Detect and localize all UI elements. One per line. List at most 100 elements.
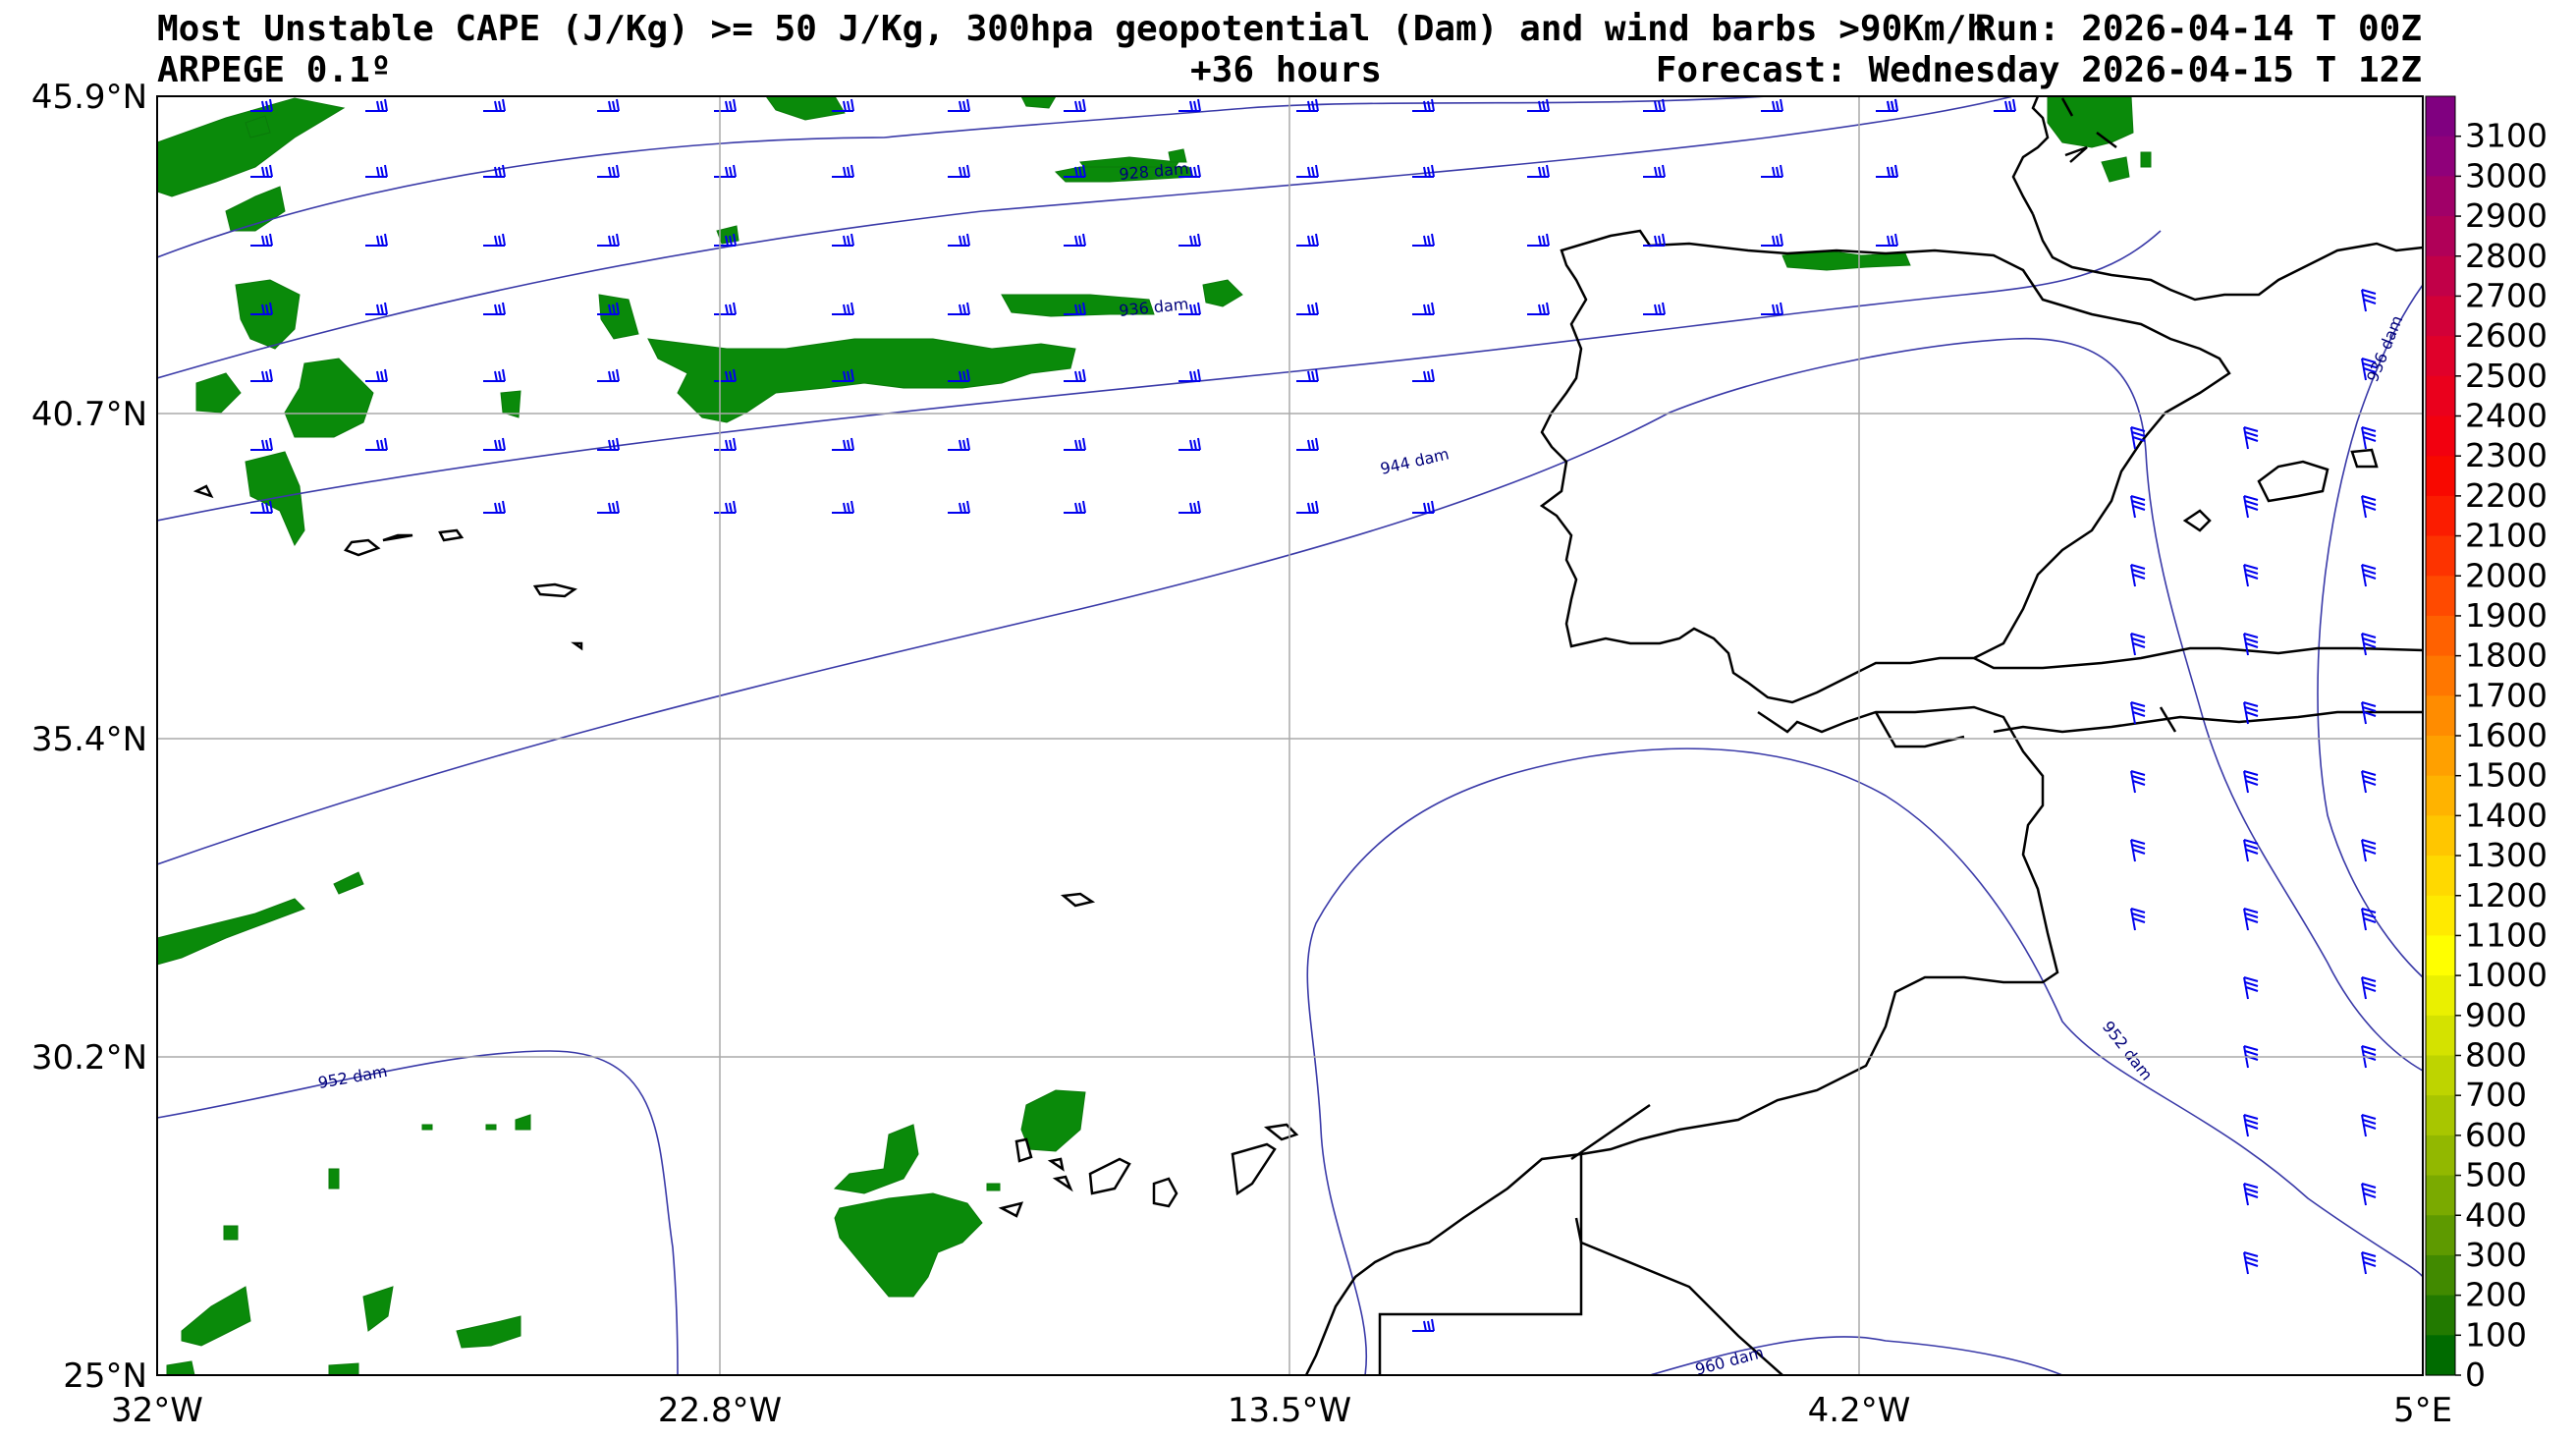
wind-barb bbox=[1643, 98, 1666, 112]
wind-barb bbox=[483, 368, 506, 382]
colorbar-label: 600 bbox=[2465, 1116, 2527, 1154]
wind-barb bbox=[250, 233, 273, 247]
colorbar-swatch bbox=[2426, 1095, 2455, 1136]
wind-barb bbox=[832, 302, 854, 315]
wind-barb bbox=[1643, 302, 1666, 315]
wind-barb bbox=[948, 368, 970, 382]
lon-tick-label: 5°E bbox=[2393, 1391, 2452, 1430]
wind-barb bbox=[1643, 233, 1666, 247]
wind-barb bbox=[597, 368, 620, 382]
map-title: Most Unstable CAPE (J/Kg) >= 50 J/Kg, 30… bbox=[157, 9, 1988, 49]
wind-barb bbox=[483, 500, 506, 514]
wind-barb bbox=[597, 98, 620, 112]
wind-barb bbox=[1876, 164, 1898, 178]
wind-barb bbox=[2130, 495, 2146, 519]
wind-barb bbox=[2130, 839, 2146, 862]
colorbar-swatch bbox=[2426, 535, 2455, 577]
lon-tick-label: 32°W bbox=[111, 1391, 203, 1430]
colorbar-label: 2500 bbox=[2465, 357, 2548, 395]
wind-barb bbox=[1064, 368, 1086, 382]
colorbar-swatch bbox=[2426, 815, 2455, 857]
colorbar-swatch bbox=[2426, 895, 2455, 937]
colorbar-swatch bbox=[2426, 136, 2455, 177]
wind-barb bbox=[2243, 495, 2259, 519]
colorbar-label: 200 bbox=[2465, 1276, 2527, 1314]
wind-barb bbox=[1527, 233, 1550, 247]
colorbar-label: 1000 bbox=[2465, 956, 2548, 994]
wind-barb bbox=[365, 164, 388, 178]
wind-barb bbox=[1527, 302, 1550, 315]
wind-barb bbox=[250, 500, 273, 514]
colorbar-label: 0 bbox=[2465, 1356, 2486, 1394]
wind-barb bbox=[714, 500, 737, 514]
colorbar-label: 1900 bbox=[2465, 596, 2548, 635]
wind-barb bbox=[2243, 976, 2259, 1000]
colorbar-label: 500 bbox=[2465, 1156, 2527, 1194]
wind-barb bbox=[1412, 164, 1435, 178]
wind-barb bbox=[1876, 233, 1898, 247]
colorbar-swatch bbox=[2426, 775, 2455, 816]
wind-barb bbox=[1527, 98, 1550, 112]
colorbar-label: 3000 bbox=[2465, 156, 2548, 194]
wind-barb bbox=[597, 164, 620, 178]
wind-barb bbox=[2361, 976, 2377, 1000]
wind-barb bbox=[1527, 164, 1550, 178]
wind-barb bbox=[2243, 1251, 2259, 1275]
wind-barb bbox=[2243, 633, 2259, 656]
wind-barb bbox=[2243, 839, 2259, 862]
colorbar-swatch bbox=[2426, 176, 2455, 217]
wind-barb bbox=[1412, 98, 1435, 112]
wind-barb bbox=[483, 164, 506, 178]
colorbar-swatch bbox=[2426, 1254, 2455, 1297]
wind-barb bbox=[2130, 770, 2146, 794]
wind-barb bbox=[2243, 1183, 2259, 1206]
wind-barb bbox=[1296, 233, 1319, 247]
wind-barb bbox=[1178, 233, 1201, 247]
colorbar-label: 300 bbox=[2465, 1236, 2527, 1274]
colorbar-swatch bbox=[2426, 375, 2455, 417]
colorbar-swatch bbox=[2426, 216, 2455, 257]
wind-barbs bbox=[250, 98, 2377, 1332]
wind-barb bbox=[2361, 908, 2377, 931]
wind-barb bbox=[1412, 233, 1435, 247]
grid bbox=[157, 96, 2423, 1375]
wind-barb bbox=[2243, 770, 2259, 794]
wind-barb bbox=[2361, 770, 2377, 794]
wind-barb bbox=[1178, 368, 1201, 382]
wind-barb bbox=[1178, 98, 1201, 112]
colorbar-label: 1100 bbox=[2465, 915, 2548, 954]
colorbar-swatch bbox=[2426, 975, 2455, 1017]
wind-barb bbox=[1296, 437, 1319, 451]
wind-barb bbox=[832, 437, 854, 451]
wind-barb bbox=[1064, 98, 1086, 112]
colorbar-swatch bbox=[2426, 1215, 2455, 1256]
colorbar-label: 100 bbox=[2465, 1315, 2527, 1354]
wind-barb bbox=[1412, 368, 1435, 382]
coastlines bbox=[192, 96, 2423, 1375]
colorbar-swatch bbox=[2426, 415, 2455, 457]
lat-tick-label: 45.9°N bbox=[31, 78, 147, 117]
wind-barb bbox=[2130, 908, 2146, 931]
wind-barb bbox=[1178, 302, 1201, 315]
lead-time: +36 hours bbox=[1190, 50, 1383, 90]
lon-tick-label: 4.2°W bbox=[1808, 1391, 1911, 1430]
wind-barb bbox=[714, 437, 737, 451]
colorbar-swatch bbox=[2426, 576, 2455, 617]
wind-barb bbox=[1761, 98, 1783, 112]
wind-barb bbox=[250, 302, 273, 315]
colorbar-label: 2300 bbox=[2465, 436, 2548, 474]
wind-barb bbox=[2361, 495, 2377, 519]
colorbar-swatch bbox=[2426, 935, 2455, 976]
colorbar-label: 2200 bbox=[2465, 476, 2548, 515]
wind-barb bbox=[250, 164, 273, 178]
colorbar-swatch bbox=[2426, 336, 2455, 377]
wind-barb bbox=[483, 302, 506, 315]
colorbar-swatch bbox=[2426, 1015, 2455, 1057]
colorbar-label: 1300 bbox=[2465, 836, 2548, 874]
wind-barb bbox=[948, 233, 970, 247]
colorbar-label: 2700 bbox=[2465, 276, 2548, 314]
colorbar-label: 2900 bbox=[2465, 196, 2548, 235]
wind-barb bbox=[832, 233, 854, 247]
wind-barb bbox=[483, 98, 506, 112]
